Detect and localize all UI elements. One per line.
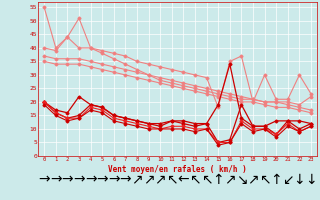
X-axis label: Vent moyen/en rafales ( km/h ): Vent moyen/en rafales ( km/h ) xyxy=(108,165,247,174)
